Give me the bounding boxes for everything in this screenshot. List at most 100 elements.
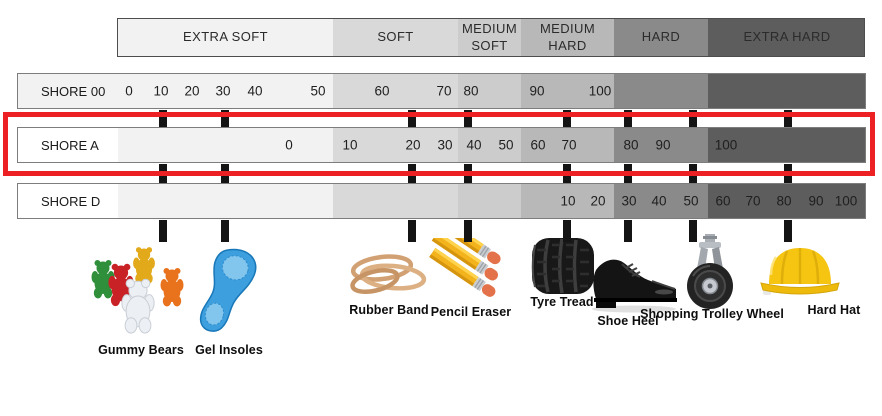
band-segment (708, 128, 865, 162)
category-medium-soft: MEDIUM SOFT (458, 19, 521, 56)
scale-value: 40 (466, 137, 482, 153)
scale-value: 90 (529, 83, 545, 99)
connector-tick (221, 220, 229, 242)
scale-value: 100 (714, 137, 738, 153)
scale-value: 0 (285, 137, 293, 153)
scale-value: 30 (437, 137, 453, 153)
scale-value: 40 (651, 193, 667, 209)
scale-value: 10 (342, 137, 358, 153)
scale-value: 90 (808, 193, 824, 209)
band-segment (333, 74, 458, 108)
rubber-band-icon (350, 254, 427, 295)
band-segment (118, 74, 333, 108)
hardness-category-header: EXTRA SOFT SOFT MEDIUM SOFT MEDIUM HARD HARD… (117, 18, 865, 57)
object-label-gummy-bears: Gummy Bears (98, 343, 184, 357)
scale-value: 70 (561, 137, 577, 153)
band-segment (521, 74, 614, 108)
row-label-cell: SHORE D (18, 184, 118, 218)
row-label: SHORE 00 (41, 83, 106, 99)
connector-tick (784, 220, 792, 242)
connector-tick (784, 110, 792, 127)
object-label-trolley-wheel: Shopping Trolley Wheel (640, 307, 784, 321)
object-label-pencil-eraser: Pencil Eraser (430, 305, 512, 319)
scale-value: 40 (247, 83, 263, 99)
scale-value: 70 (436, 83, 452, 99)
scale-value: 60 (530, 137, 546, 153)
pencil-eraser-image (428, 214, 516, 302)
connector-tick (784, 164, 792, 183)
band-segment (118, 128, 333, 162)
connector-tick (563, 220, 571, 242)
hard-hat-image (756, 242, 844, 300)
band-segment (614, 128, 708, 162)
scale-row-shore-00: SHORE 00 0 10 20 30 40 50 60 70 80 90 100 (17, 73, 866, 109)
scale-value: 60 (374, 83, 390, 99)
scale-row-shore-a: SHORE A 0 10 20 30 40 50 60 70 80 90 100 (17, 127, 866, 163)
category-label: MEDIUM SOFT (461, 21, 518, 53)
connector-tick (408, 220, 416, 242)
scale-value: 80 (463, 83, 479, 99)
connector-tick (464, 164, 472, 183)
scale-value: 100 (588, 83, 612, 99)
band-segment (458, 74, 521, 108)
scale-value: 10 (153, 83, 169, 99)
pencil-eraser-icon (428, 214, 504, 300)
scale-value: 100 (834, 193, 858, 209)
scale-value: 30 (621, 193, 637, 209)
band-segment (521, 128, 614, 162)
band-segment (708, 184, 865, 218)
shoe-heel-icon (592, 259, 677, 313)
rubber-band-image (346, 252, 430, 298)
connector-tick (464, 110, 472, 127)
tyre-tread-image (526, 236, 598, 296)
scale-value: 30 (215, 83, 231, 99)
scale-value: 50 (683, 193, 699, 209)
scale-value: 20 (405, 137, 421, 153)
connector-tick (689, 164, 697, 183)
category-extra-soft: EXTRA SOFT (118, 19, 333, 56)
connector-tick (689, 110, 697, 127)
connector-tick (624, 220, 632, 242)
category-label: MEDIUM HARD (539, 21, 596, 53)
scale-value: 20 (590, 193, 606, 209)
object-label-gel-insoles: Gel Insoles (195, 343, 263, 357)
row-label-cell: SHORE 00 (18, 74, 118, 108)
connector-tick (408, 164, 416, 183)
row-label-cell: SHORE A (18, 128, 118, 162)
tyre-tread-icon (531, 238, 594, 294)
band-segment (458, 128, 521, 162)
scale-value: 0 (125, 83, 133, 99)
connector-tick (221, 110, 229, 127)
trolley-wheel-icon (687, 234, 733, 309)
row-label: SHORE A (41, 137, 99, 153)
object-label-rubber-band: Rubber Band (349, 303, 429, 317)
shoe-heel-image (586, 246, 682, 314)
gummy-bears-icon (91, 247, 184, 334)
scale-value: 20 (184, 83, 200, 99)
connector-tick (624, 164, 632, 183)
object-label-hard-hat: Hard Hat (807, 303, 861, 317)
scale-value: 50 (310, 83, 326, 99)
scale-value: 50 (498, 137, 514, 153)
scale-value: 80 (623, 137, 639, 153)
category-label: EXTRA SOFT (183, 29, 268, 45)
category-extra-hard: EXTRA HARD (708, 19, 864, 56)
connector-tick (221, 164, 229, 183)
scale-value: 80 (776, 193, 792, 209)
connector-tick (159, 164, 167, 183)
object-label-shoe-heel: Shoe Heel (597, 314, 659, 328)
band-segment (118, 184, 333, 218)
band-segment (708, 74, 865, 108)
category-hard: HARD (614, 19, 708, 56)
scale-value: 10 (560, 193, 576, 209)
connector-tick (464, 220, 472, 242)
object-label-tyre-tread: Tyre Tread (530, 295, 594, 309)
hard-hat-icon (760, 248, 840, 295)
band-segment (333, 184, 458, 218)
connector-tick (563, 110, 571, 127)
gummy-bears-image (88, 236, 193, 338)
band-segment (521, 184, 614, 218)
connector-tick (159, 110, 167, 127)
connector-tick (159, 220, 167, 242)
